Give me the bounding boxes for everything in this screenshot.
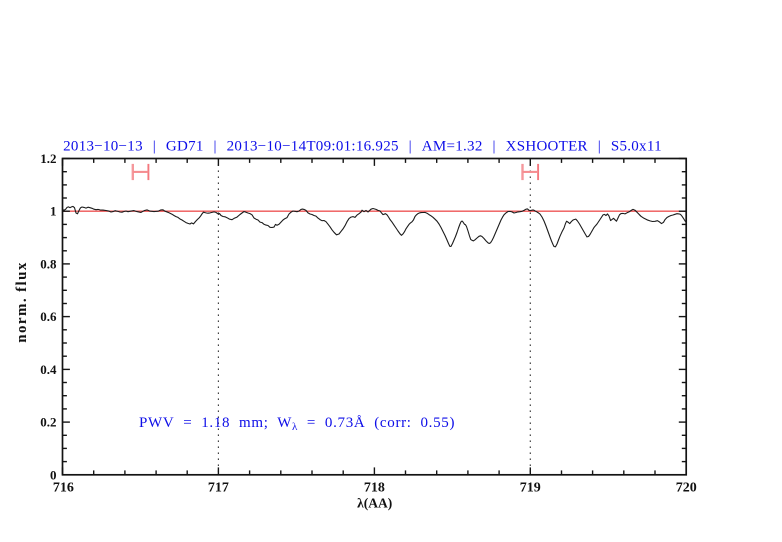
svg-text:0.2: 0.2 [40,415,56,430]
svg-text:0.4: 0.4 [40,362,57,377]
svg-text:PWV = 1.18 mm; Wλ = 0.73: PWV = 1.18 mm; Wλ = 0.73Å (corr: 0.55) [139,415,455,433]
svg-text:716: 716 [53,481,74,496]
svg-text:1.2: 1.2 [40,151,56,166]
svg-text:2013−10−13 | GD71 | 2013−1: 2013−10−13 | GD71 | 2013−10−14T09:01:16.… [63,139,662,155]
svg-text:717: 717 [208,481,229,496]
svg-text:norm. flux: norm. flux [14,261,30,343]
svg-text:719: 719 [520,481,541,496]
svg-text:720: 720 [676,481,697,496]
svg-text:1: 1 [50,204,57,219]
svg-text:0.8: 0.8 [40,256,57,271]
svg-text:λ(AA): λ(AA) [357,496,392,511]
svg-text:0: 0 [50,467,57,482]
svg-text:718: 718 [364,481,385,496]
svg-text:0.6: 0.6 [40,309,57,324]
